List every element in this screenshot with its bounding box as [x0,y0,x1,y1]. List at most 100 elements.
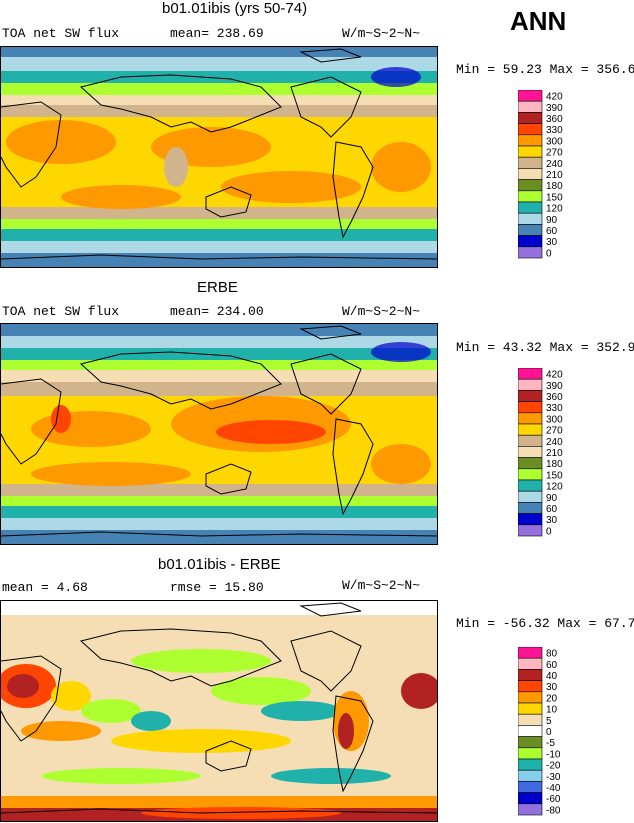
panel3-mean: mean = 4.68 [2,580,88,595]
colorbar-label: 150 [546,192,563,203]
colorbar-label: 90 [546,493,558,504]
colorbar-swatch [518,803,543,816]
colorbar-swatch [518,747,543,760]
colorbar-label: 120 [546,204,563,215]
panel3-units: W/m~S~2~N~ [342,578,421,593]
colorbar-label: 270 [546,148,563,159]
colorbar-label: 210 [546,448,563,459]
colorbar-swatch [518,235,543,248]
colorbar-swatch [518,224,543,236]
panel1-units: W/m~S~2~N~ [342,26,421,41]
panel3-minmax: Min = -56.32 Max = 67.76 [456,616,634,631]
colorbar-swatch [518,168,543,180]
colorbar-swatch [518,479,543,492]
season-label: ANN [510,6,567,36]
colorbar-swatch [518,502,543,514]
colorbar-swatch [518,691,543,704]
colorbar-label: 240 [546,159,563,170]
panel3-title: b01.01ibis - ERBE [158,556,281,573]
panel1-minmax: Min = 59.23 Max = 356.64 [456,62,634,77]
colorbar-swatch [518,145,543,158]
colorbar-swatch [518,781,543,793]
colorbar-label: -10 [546,749,561,760]
colorbar-label: 20 [546,693,558,704]
colorbar-swatch [518,647,543,659]
colorbar-swatch [518,725,543,737]
colorbar-label: 210 [546,170,563,181]
panel1-map [0,46,438,268]
colorbar-swatch [518,736,543,749]
colorbar-label: 360 [546,392,563,403]
colorbar-swatch [518,434,543,447]
colorbar-label: 270 [546,426,563,437]
colorbar-swatch [518,134,543,147]
colorbar-swatch [518,190,543,203]
colorbar-label: 390 [546,381,563,392]
colorbar-swatch [518,201,543,214]
colorbar-label: 150 [546,470,563,481]
panel2-mean: mean= 234.00 [170,304,264,319]
colorbar-label: 180 [546,181,563,192]
colorbar-swatch [518,412,543,425]
panel1-field-label: TOA net SW flux [2,26,120,41]
colorbar-swatch [518,468,543,481]
colorbar-swatch [518,401,543,414]
colorbar-label: 0 [546,526,552,537]
colorbar-label: 420 [546,92,563,103]
colorbar-label: 300 [546,414,563,425]
colorbar-label: 30 [546,515,558,526]
colorbar-label: 80 [546,649,558,660]
colorbar-swatch [518,702,543,715]
colorbar-swatch [518,123,543,136]
colorbar-swatch [518,446,543,458]
colorbar-label: 30 [546,237,558,248]
panel2-minmax: Min = 43.32 Max = 352.95 [456,340,634,355]
colorbar-swatch [518,657,543,670]
colorbar-swatch [518,378,543,391]
panel2-colorbar: 420 390 360 330 300 270 240 210 180 150 120 90 60 30 0 [518,368,618,544]
colorbar-label: 60 [546,226,558,237]
colorbar-label: -40 [546,783,561,794]
colorbar-swatch [518,792,543,805]
panel2-title: ERBE [197,279,238,296]
colorbar-swatch [518,490,543,503]
colorbar-swatch [518,669,543,681]
colorbar-label: 330 [546,125,563,136]
colorbar-label: -60 [546,794,561,805]
colorbar-label: 10 [546,705,558,716]
colorbar-swatch [518,156,543,169]
colorbar-label: 90 [546,215,558,226]
colorbar-swatch [518,112,543,124]
colorbar-swatch [518,390,543,402]
colorbar-swatch [518,457,543,470]
panel3-map-svg [1,601,437,821]
colorbar-swatch [518,680,543,693]
panel3-map [0,600,438,822]
colorbar-swatch [518,368,543,380]
panel2-units: W/m~S~2~N~ [342,304,421,319]
colorbar-label: -80 [546,805,561,816]
colorbar-label: 120 [546,482,563,493]
colorbar-label: 5 [546,716,552,727]
colorbar-swatch [518,513,543,526]
panel2-field-label: TOA net SW flux [2,304,120,319]
colorbar-swatch [518,713,543,726]
colorbar-label: 30 [546,682,558,693]
colorbar-swatch [518,212,543,225]
colorbar-swatch [518,90,543,102]
panel3-rmse: rmse = 15.80 [170,580,264,595]
colorbar-swatch [518,524,543,537]
colorbar-label: 390 [546,103,563,114]
colorbar-label: -20 [546,761,561,772]
colorbar-label: 180 [546,459,563,470]
panel2-map-svg [1,324,437,544]
colorbar-label: 330 [546,403,563,414]
colorbar-label: -30 [546,772,561,783]
colorbar-label: 0 [546,727,552,738]
colorbar-swatch [518,423,543,436]
colorbar-label: 420 [546,370,563,381]
colorbar-swatch [518,100,543,113]
colorbar-label: 360 [546,114,563,125]
